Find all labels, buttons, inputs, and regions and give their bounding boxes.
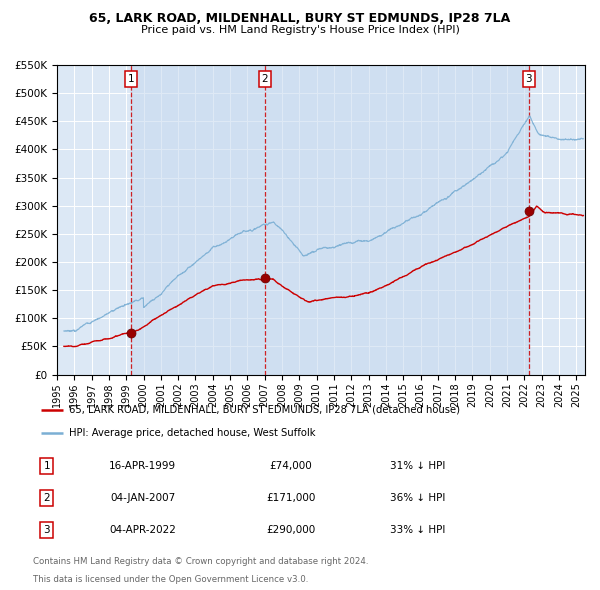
Text: £74,000: £74,000 [269, 461, 313, 471]
Text: 2: 2 [43, 493, 50, 503]
Text: 2: 2 [262, 74, 268, 84]
Text: £290,000: £290,000 [266, 525, 316, 535]
Text: 16-APR-1999: 16-APR-1999 [109, 461, 176, 471]
Text: 36% ↓ HPI: 36% ↓ HPI [389, 493, 445, 503]
Text: Contains HM Land Registry data © Crown copyright and database right 2024.: Contains HM Land Registry data © Crown c… [33, 558, 368, 566]
Text: 04-APR-2022: 04-APR-2022 [109, 525, 176, 535]
Text: 1: 1 [43, 461, 50, 471]
Text: 65, LARK ROAD, MILDENHALL, BURY ST EDMUNDS, IP28 7LA: 65, LARK ROAD, MILDENHALL, BURY ST EDMUN… [89, 12, 511, 25]
Text: 33% ↓ HPI: 33% ↓ HPI [389, 525, 445, 535]
Text: 31% ↓ HPI: 31% ↓ HPI [389, 461, 445, 471]
Text: Price paid vs. HM Land Registry's House Price Index (HPI): Price paid vs. HM Land Registry's House … [140, 25, 460, 35]
Text: 1: 1 [128, 74, 134, 84]
Text: 04-JAN-2007: 04-JAN-2007 [110, 493, 175, 503]
Text: 65, LARK ROAD, MILDENHALL, BURY ST EDMUNDS, IP28 7LA (detached house): 65, LARK ROAD, MILDENHALL, BURY ST EDMUN… [68, 405, 460, 415]
Text: This data is licensed under the Open Government Licence v3.0.: This data is licensed under the Open Gov… [33, 575, 308, 584]
Bar [131, 65, 529, 375]
Text: 3: 3 [43, 525, 50, 535]
Text: 3: 3 [526, 74, 532, 84]
Text: £171,000: £171,000 [266, 493, 316, 503]
Text: HPI: Average price, detached house, West Suffolk: HPI: Average price, detached house, West… [68, 428, 315, 438]
